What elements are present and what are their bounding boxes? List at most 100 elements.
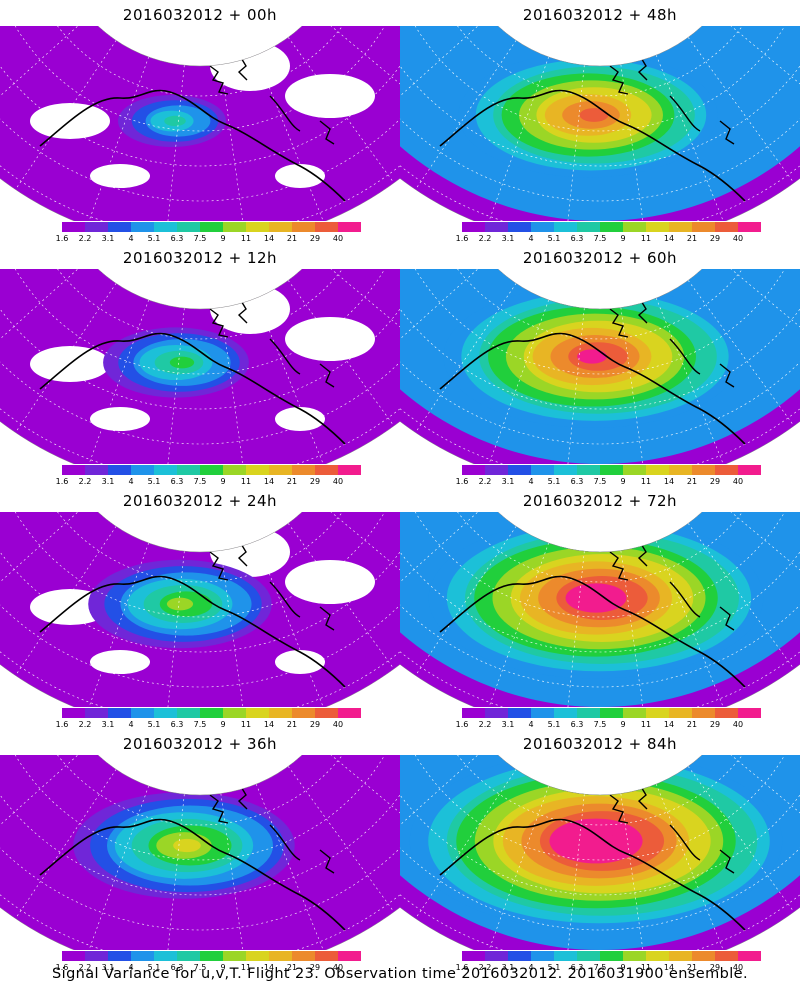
colorbar-swatch xyxy=(623,465,646,475)
colorbar-tick-label: 14 xyxy=(663,477,675,486)
arctic-islands-outline xyxy=(209,298,335,388)
colorbar-swatch xyxy=(292,708,315,718)
signal-contour xyxy=(577,349,607,364)
signal-contour xyxy=(173,838,201,853)
colorbar-tick-label: 5.1 xyxy=(547,720,561,729)
arctic-islands-outline xyxy=(209,784,335,874)
coastline xyxy=(439,818,746,931)
latitude-line xyxy=(40,26,360,97)
colorbar-swatch xyxy=(600,222,623,232)
colorbar-swatch xyxy=(531,951,554,961)
coastline xyxy=(39,332,346,445)
colorbar-swatch xyxy=(131,951,154,961)
colorbar-swatch xyxy=(292,951,315,961)
colorbar xyxy=(62,951,361,961)
colorbar-swatch xyxy=(177,222,200,232)
colorbar-tick-label: 2.2 xyxy=(478,234,492,243)
colorbar-tick-label: 29 xyxy=(709,720,721,729)
longitude-line xyxy=(0,512,89,624)
longitude-line xyxy=(655,297,724,464)
colorbar-swatch xyxy=(508,465,531,475)
colorbar-swatch xyxy=(485,465,508,475)
colorbar-swatch xyxy=(223,465,246,475)
colorbar-tick-label: 5.1 xyxy=(147,477,161,486)
longitude-line xyxy=(0,26,89,138)
colorbar-tick-label: 4 xyxy=(528,720,534,729)
colorbar-swatch xyxy=(669,222,692,232)
colorbar-tick-label: 21 xyxy=(686,477,698,486)
colorbar-tick-label: 40 xyxy=(332,477,344,486)
missing-data-region xyxy=(275,164,325,188)
colorbar-swatch xyxy=(669,465,692,475)
arctic-islands-outline xyxy=(209,541,335,631)
longitude-line xyxy=(620,64,647,221)
colorbar-tick-label: 21 xyxy=(286,234,298,243)
colorbar-swatch xyxy=(223,708,246,718)
colorbar-swatch xyxy=(738,222,761,232)
colorbar-tick-label: 29 xyxy=(709,963,721,972)
colorbar-swatch xyxy=(246,465,269,475)
missing-data-region xyxy=(90,164,150,188)
colorbar xyxy=(62,222,361,232)
latitude-line xyxy=(9,512,391,618)
colorbar-swatch xyxy=(462,708,485,718)
colorbar-swatch xyxy=(485,222,508,232)
longitude-line xyxy=(220,307,247,464)
colorbar-swatch xyxy=(715,951,738,961)
colorbar-swatch xyxy=(200,222,223,232)
longitude-line xyxy=(620,793,647,950)
longitude-line xyxy=(400,512,489,624)
latitude-line xyxy=(440,269,760,340)
colorbar-tick-label: 21 xyxy=(686,963,698,972)
colorbar-tick-label: 1.6 xyxy=(455,234,469,243)
latitude-line xyxy=(400,276,800,410)
colorbar-swatch xyxy=(85,465,108,475)
colorbar-swatch xyxy=(246,708,269,718)
map-border xyxy=(400,26,800,221)
colorbar-swatch xyxy=(108,222,131,232)
longitude-line xyxy=(220,64,247,221)
colorbar-labels: 1.6 2.2 3.1 4 5.1 6.3 7.5 9 11 14 21 29 40 xyxy=(456,234,761,244)
colorbar-tick-label: 7.5 xyxy=(193,477,207,486)
variance-map xyxy=(0,269,400,464)
latitude-line xyxy=(0,33,400,167)
colorbar-tick-label: 3.1 xyxy=(101,234,115,243)
colorbar-swatch xyxy=(154,951,177,961)
colorbar-tick-label: 14 xyxy=(263,720,275,729)
colorbar-swatch xyxy=(315,708,338,718)
colorbar-tick-label: 6.3 xyxy=(170,477,184,486)
colorbar-swatch xyxy=(223,951,246,961)
variance-map xyxy=(400,755,800,950)
colorbar-swatch xyxy=(715,708,738,718)
longitude-line xyxy=(714,512,800,615)
arctic-islands-outline xyxy=(609,541,735,631)
colorbar-swatch xyxy=(62,222,85,232)
colorbar-swatch xyxy=(62,465,85,475)
panel-title: 2016032012 + 24h xyxy=(122,492,278,510)
missing-data-region xyxy=(285,560,375,604)
map-panel-p72: 2016032012 + 72h 1.6 2.2 3.1 4 5.1 6.3 7.5 9 11 14… xyxy=(400,486,800,731)
longitude-line xyxy=(0,755,89,867)
longitude-line xyxy=(400,269,489,381)
colorbar-swatch xyxy=(692,951,715,961)
colorbar-tick-label: 11 xyxy=(640,234,652,243)
map-border xyxy=(400,269,800,464)
missing-data-region xyxy=(275,407,325,431)
latitude-line xyxy=(40,512,360,583)
colorbar-swatch xyxy=(531,222,554,232)
colorbar-tick-label: 3.1 xyxy=(101,963,115,972)
low-variance-band xyxy=(400,788,800,950)
colorbar-swatch xyxy=(531,708,554,718)
low-variance-band xyxy=(400,545,800,707)
colorbar-swatch xyxy=(177,951,200,961)
colorbar-tick-label: 40 xyxy=(732,963,744,972)
colorbar-swatch xyxy=(738,708,761,718)
longitude-line xyxy=(287,37,395,184)
colorbar-swatch xyxy=(715,222,738,232)
colorbar-tick-label: 7.5 xyxy=(593,963,607,972)
map-border xyxy=(0,755,400,950)
colorbar-tick-label: 11 xyxy=(640,963,652,972)
colorbar-labels: 1.6 2.2 3.1 4 5.1 6.3 7.5 9 11 14 21 29 40 xyxy=(56,234,361,244)
colorbar-swatch xyxy=(692,222,715,232)
colorbar-swatch xyxy=(738,951,761,961)
